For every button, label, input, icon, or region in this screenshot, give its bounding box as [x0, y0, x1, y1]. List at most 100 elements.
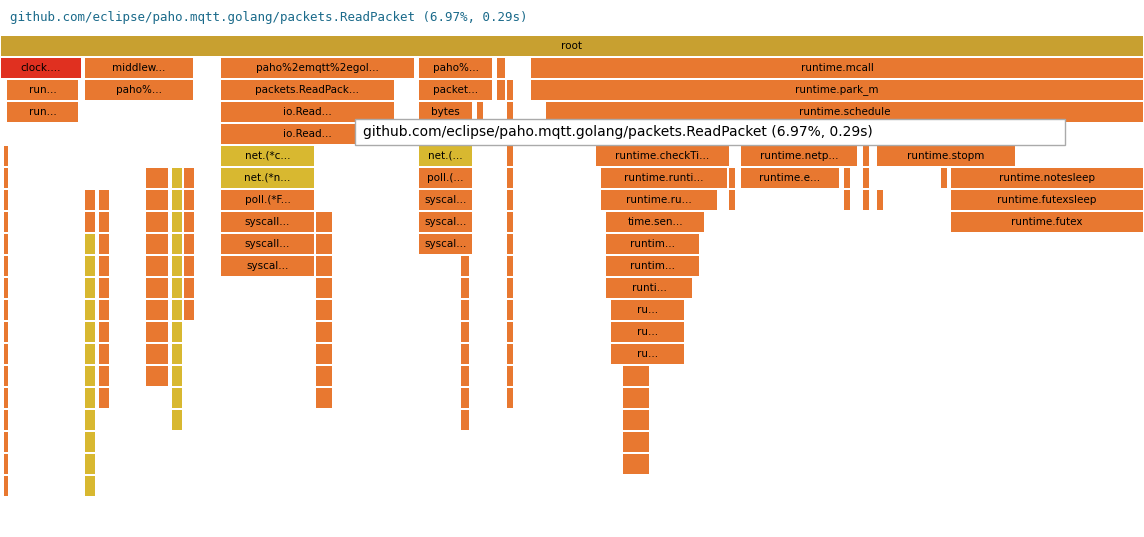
Text: time.sen...: time.sen... — [627, 217, 683, 227]
Text: net.(*n...: net.(*n... — [245, 173, 291, 183]
Bar — [172, 300, 182, 320]
Bar — [100, 190, 109, 210]
Bar — [611, 322, 684, 342]
Bar — [461, 300, 469, 320]
Bar — [3, 476, 8, 496]
Bar — [419, 80, 492, 100]
Text: syscal...: syscal... — [424, 217, 467, 227]
Bar — [146, 168, 168, 188]
Bar — [606, 256, 699, 276]
Text: run...: run... — [29, 107, 56, 117]
Bar — [461, 388, 469, 408]
Bar — [7, 102, 78, 122]
Bar — [146, 300, 168, 320]
Text: root: root — [562, 41, 582, 51]
Bar — [85, 300, 95, 320]
Bar — [546, 102, 1143, 122]
Bar — [531, 80, 1143, 100]
Bar — [146, 322, 168, 342]
Bar — [184, 212, 194, 232]
Bar — [100, 234, 109, 254]
Bar — [623, 454, 649, 474]
Text: runtime.stopm: runtime.stopm — [907, 151, 985, 161]
Text: paho%...: paho%... — [432, 63, 478, 73]
Bar — [221, 168, 313, 188]
Bar — [461, 322, 469, 342]
Text: run...: run... — [29, 85, 56, 95]
Bar — [611, 344, 684, 364]
Bar — [507, 344, 513, 364]
Bar — [507, 388, 513, 408]
Text: poll.(*F...: poll.(*F... — [245, 195, 291, 205]
Bar — [3, 168, 8, 188]
Text: middlew...: middlew... — [112, 63, 166, 73]
Bar — [146, 344, 168, 364]
Bar — [100, 388, 109, 408]
Bar — [85, 322, 95, 342]
Bar — [172, 168, 182, 188]
Text: net.(...: net.(... — [428, 151, 463, 161]
Bar — [172, 190, 182, 210]
Bar — [85, 454, 95, 474]
Text: syscal...: syscal... — [424, 195, 467, 205]
Text: ru...: ru... — [637, 349, 658, 359]
Bar — [507, 300, 513, 320]
Bar — [221, 58, 414, 78]
Text: net.(*c...: net.(*c... — [245, 151, 291, 161]
FancyBboxPatch shape — [355, 119, 1065, 145]
Bar — [221, 190, 313, 210]
Bar — [3, 410, 8, 430]
Text: packets.ReadPack...: packets.ReadPack... — [255, 85, 359, 95]
Bar — [606, 212, 704, 232]
Bar — [741, 168, 839, 188]
Bar — [172, 366, 182, 386]
Text: runtime.park_m: runtime.park_m — [795, 84, 879, 96]
Bar — [221, 146, 313, 166]
Text: runtime.schedule: runtime.schedule — [799, 107, 890, 117]
Bar — [184, 278, 194, 298]
Bar — [606, 278, 692, 298]
Bar — [596, 146, 729, 166]
Text: packet...: packet... — [432, 85, 478, 95]
Bar — [316, 256, 332, 276]
Bar — [221, 212, 313, 232]
Bar — [951, 212, 1143, 232]
Bar — [85, 212, 95, 232]
Bar — [85, 476, 95, 496]
Bar — [221, 102, 394, 122]
Bar — [606, 234, 699, 254]
Bar — [863, 168, 869, 188]
Bar — [146, 190, 168, 210]
Bar — [3, 454, 8, 474]
Bar — [623, 410, 649, 430]
Bar — [461, 212, 469, 232]
Bar — [184, 256, 194, 276]
Bar — [172, 234, 182, 254]
Text: bytes: bytes — [431, 107, 460, 117]
Text: runtime.e...: runtime.e... — [760, 173, 820, 183]
Bar — [172, 212, 182, 232]
Bar — [100, 344, 109, 364]
Bar — [172, 410, 182, 430]
Bar — [3, 366, 8, 386]
Bar — [1, 58, 81, 78]
Bar — [316, 344, 332, 364]
Bar — [496, 80, 505, 100]
Bar — [184, 234, 194, 254]
Bar — [172, 256, 182, 276]
Text: io.Read...: io.Read... — [283, 129, 332, 139]
Bar — [419, 146, 472, 166]
Bar — [100, 322, 109, 342]
Bar — [100, 256, 109, 276]
Text: paho%...: paho%... — [116, 85, 162, 95]
Text: runtim...: runtim... — [630, 261, 675, 271]
Text: syscall...: syscall... — [245, 217, 291, 227]
Bar — [507, 322, 513, 342]
Text: runtime.mcall: runtime.mcall — [801, 63, 873, 73]
Bar — [863, 146, 869, 166]
Bar — [419, 58, 492, 78]
Bar — [316, 278, 332, 298]
Bar — [461, 410, 469, 430]
Bar — [507, 212, 513, 232]
Bar — [3, 300, 8, 320]
